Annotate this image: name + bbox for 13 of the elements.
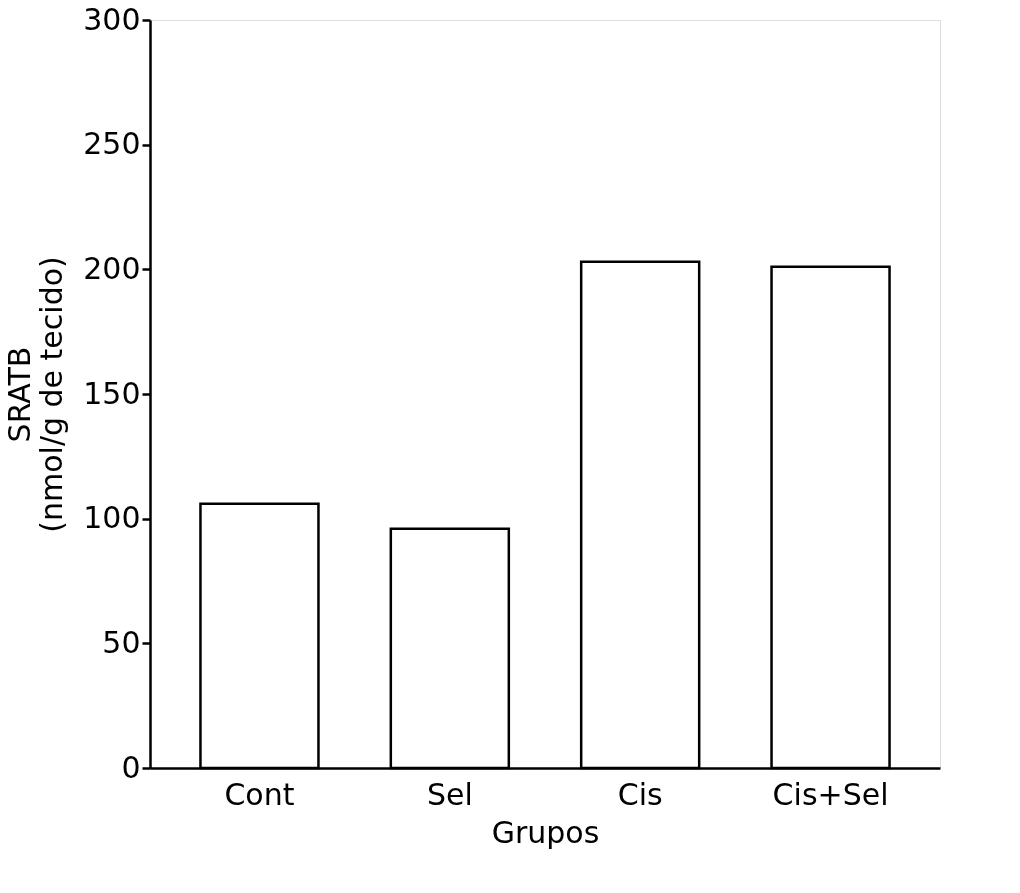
y-tick-label: 100 — [83, 500, 141, 536]
y-axis-title: SRATB (nmol/g de tecido) — [2, 256, 70, 533]
x-axis-title: Grupos — [491, 814, 600, 850]
x-tick-label: Cont — [224, 776, 295, 812]
x-tick-label: Cis+Sel — [772, 776, 889, 812]
x-tick-label: Sel — [426, 776, 473, 812]
y-tick-label: 200 — [83, 250, 141, 286]
y-tick-label: 250 — [83, 126, 141, 162]
y-tick-label: 0 — [121, 749, 141, 785]
x-tick-label: Cis — [617, 776, 663, 812]
y-tick-label: 300 — [83, 1, 141, 37]
y-tick-label: 150 — [83, 375, 141, 411]
y-tick-label: 50 — [102, 624, 141, 660]
